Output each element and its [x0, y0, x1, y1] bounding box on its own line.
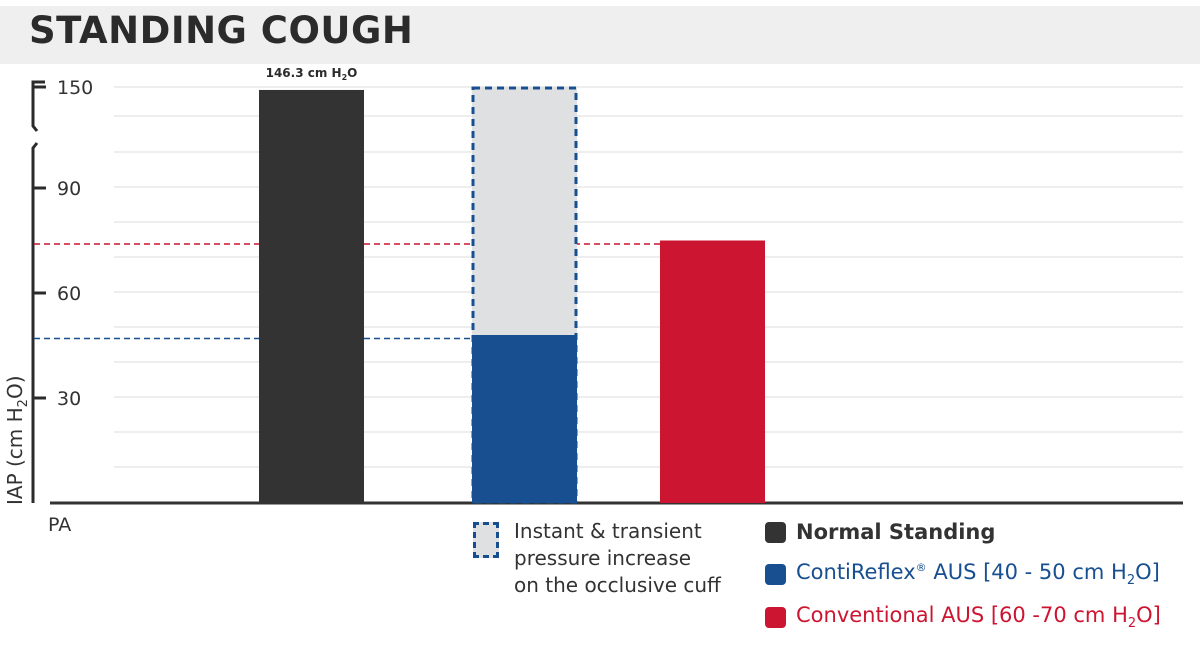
- legend-label-normal-standing: Normal Standing: [796, 520, 996, 544]
- bar-conventional: [660, 240, 765, 503]
- transient-legend-swatch: [473, 522, 499, 558]
- data-label-normal-standing: 146.3 cm H2O: [266, 66, 358, 82]
- legend-swatch-normal-standing: [765, 521, 786, 543]
- y-tick-label-30: 30: [57, 388, 81, 410]
- y-axis-lower-segment: [31, 142, 39, 503]
- title-band: [0, 6, 1200, 64]
- legend-swatch-conventional: [765, 606, 786, 628]
- legend-item-conventional: Conventional AUS [60 -70 cm H2O]: [765, 603, 1161, 631]
- legend-label-contireflex: ContiReflex® AUS [40 - 50 cm H2O]: [796, 559, 1160, 589]
- legend-item-contireflex: ContiReflex® AUS [40 - 50 cm H2O]: [765, 560, 1160, 588]
- legend-swatch-contireflex: [765, 563, 786, 585]
- bar-contireflex: [472, 335, 577, 503]
- transient-note-line-2: pressure increase: [514, 546, 692, 570]
- y-axis-upper-segment: [31, 80, 45, 132]
- transient-pressure-outline: [471, 86, 578, 504]
- transient-legend-note: Instant & transient pressure increase on…: [514, 518, 754, 599]
- y-tick-label-60: 60: [57, 283, 81, 305]
- legend-label-conventional: Conventional AUS [60 -70 cm H2O]: [796, 602, 1161, 632]
- bar-normal-standing: [259, 89, 364, 504]
- y-tick-label-90: 90: [57, 178, 81, 200]
- transient-note-line-1: Instant & transient: [514, 519, 702, 543]
- x-axis-label: PA: [48, 514, 71, 536]
- chart-title: STANDING COUGH: [29, 9, 414, 52]
- legend-item-normal-standing: Normal Standing: [765, 518, 995, 546]
- y-tick-label-150: 150: [57, 77, 93, 99]
- transient-note-line-3: on the occlusive cuff: [514, 573, 721, 597]
- y-axis-label: IAP (cm H2O): [3, 375, 31, 505]
